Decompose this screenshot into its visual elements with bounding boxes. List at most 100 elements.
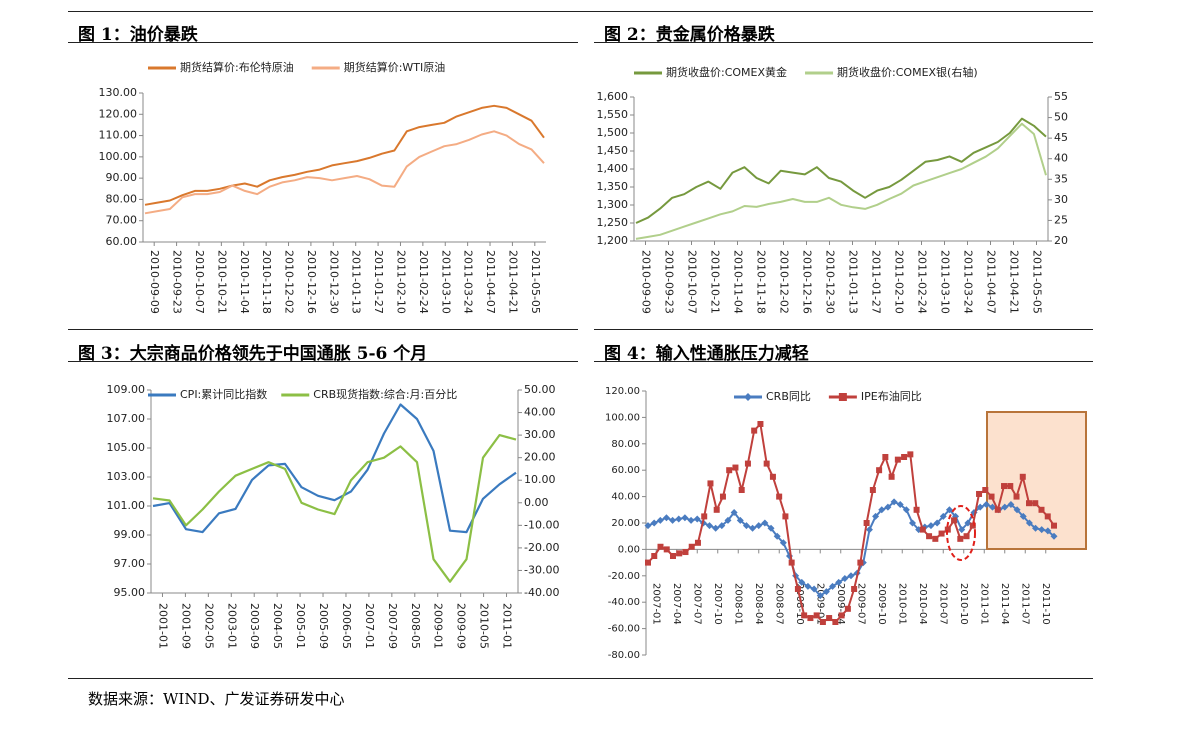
series-marker-2 (1044, 513, 1051, 520)
series-marker-1 (945, 506, 953, 514)
series-marker-1 (835, 578, 843, 586)
y-tick-label: 130.00 (99, 86, 138, 99)
series-marker-2 (726, 467, 733, 474)
x-tick-label: 2009-09 (455, 603, 468, 649)
x-tick-label: 2007-10 (712, 583, 723, 625)
x-tick-label: 2007-07 (691, 583, 702, 625)
series-marker-1 (1032, 524, 1040, 532)
bottom-rule (68, 678, 1093, 679)
x-tick-label: 2011-01 (978, 583, 989, 625)
x-tick-label: 2011-04-21 (506, 250, 519, 314)
series-marker-1 (927, 522, 935, 530)
y2-tick-label: 10.00 (524, 473, 556, 486)
x-tick-label: 2010-10-21 (215, 250, 228, 314)
series-marker-2 (838, 612, 845, 619)
series-marker-1 (964, 519, 972, 527)
x-tick-label: 2011-04-07 (484, 250, 497, 314)
y-tick-label: 1,250 (597, 216, 629, 229)
series-marker-2 (1038, 506, 1045, 513)
series-marker-1 (939, 512, 947, 520)
chart-1-oil-prices: 130.00 120.00 110.00 100.00 90.00 80.00 70.00 6… (68, 46, 578, 326)
mid-rule-left (68, 329, 578, 330)
legend-label-2: CRB现货指数:综合:月:百分比 (313, 387, 457, 401)
series-marker-2 (801, 612, 808, 619)
y2-tick-label: 50 (1054, 111, 1068, 124)
y-tick-label: 60.00 (106, 235, 138, 248)
series-marker-1 (706, 522, 714, 530)
series-line-2 (635, 122, 1047, 240)
y2-tick-label: 55 (1054, 90, 1068, 103)
series-marker-2 (657, 543, 664, 550)
series-marker-1 (872, 512, 880, 520)
x-tick-label: 2011-05-05 (1031, 250, 1044, 314)
y-tick-label: 120.00 (605, 386, 640, 397)
x-tick-label: 2010-12-02 (778, 250, 791, 314)
series-line-1 (635, 117, 1047, 224)
x-tick-label: 2002-05 (202, 603, 215, 649)
y-tick-label: 1,500 (597, 126, 629, 139)
x-tick-label: 2010-11-18 (260, 250, 273, 314)
x-tick-label: 2011-07 (1019, 583, 1030, 625)
x-tick-label: 2010-10-21 (709, 250, 722, 314)
series-marker-1 (1038, 526, 1046, 534)
y-tick-label: 110.00 (99, 129, 138, 142)
title-rule-top-left (68, 42, 578, 43)
y2-tick-label: 45 (1054, 131, 1068, 144)
x-tick-label: 2010-09-23 (663, 250, 676, 314)
y-tick-label: 1,550 (597, 108, 629, 121)
series-marker-2 (944, 526, 951, 533)
series-marker-1 (933, 519, 941, 527)
x-tick-label: 2010-07 (937, 583, 948, 625)
series-marker-1 (773, 532, 781, 540)
series-marker-1 (988, 503, 996, 511)
y-tick-label: 80.00 (106, 192, 138, 205)
y-tick-label: 99.00 (114, 528, 146, 541)
series-marker-2 (769, 473, 776, 480)
legend-label-2: IPE布油同比 (861, 389, 922, 403)
series-marker-2 (751, 427, 758, 434)
series-marker-1 (890, 498, 898, 506)
x-tick-label: 2008-04 (753, 583, 764, 625)
series-marker-1 (718, 522, 726, 530)
series-marker-2 (963, 533, 970, 540)
series-marker-1 (687, 516, 695, 524)
x-tick-label: 2011-02-24 (916, 250, 929, 314)
x-tick-label: 2011-03-10 (939, 250, 952, 314)
x-tick-label: 2001-09 (179, 603, 192, 649)
series-marker-1 (761, 519, 769, 527)
x-tick-label: 2011-10 (1040, 583, 1051, 625)
series-marker-2 (757, 421, 764, 427)
x-tick-label: 2008-05 (409, 603, 422, 649)
x-tick-label: 2010-11-04 (238, 250, 251, 314)
x-tick-label: 2011-02-10 (394, 250, 407, 314)
title-rule-top-right (594, 42, 1093, 43)
y-tick-label: 100.00 (99, 150, 138, 163)
x-tick-label: 2007-01 (363, 603, 376, 649)
x-tick-label: 2007-04 (671, 583, 682, 625)
series-marker-1 (976, 503, 984, 511)
series-marker-1 (736, 516, 744, 524)
series-marker-2 (651, 553, 658, 559)
x-tick-label: 2010-12-16 (305, 250, 318, 314)
y-tick-label: 40.00 (611, 492, 640, 503)
series-marker-1 (804, 582, 812, 590)
y-tick-label: -20.00 (608, 571, 640, 582)
x-tick-label: 2011-01-13 (350, 250, 363, 314)
y2-tick-label: 30.00 (524, 428, 556, 441)
series-marker-2 (982, 487, 989, 493)
y-tick-label: -40.00 (608, 597, 640, 608)
chart-2-precious-metals: 1,600 1,550 1,500 1,450 1,400 1,350 1,300 1,250… (594, 46, 1093, 326)
series-marker-2 (1013, 493, 1020, 500)
x-tick-label: 2008-01 (732, 583, 743, 625)
series-marker-1 (785, 552, 793, 560)
y2-tick-label: 20.00 (524, 451, 556, 464)
series-marker-2 (869, 487, 876, 493)
series-marker-2 (1007, 483, 1014, 490)
series-line-1 (152, 403, 517, 534)
x-tick-label: 2010-10-07 (686, 250, 699, 314)
series-marker-2 (826, 615, 833, 622)
y-tick-label: 70.00 (106, 214, 138, 227)
series-marker-1 (1044, 527, 1052, 535)
series-marker-2 (719, 493, 726, 500)
x-tick-label: 2010-12-16 (801, 250, 814, 314)
